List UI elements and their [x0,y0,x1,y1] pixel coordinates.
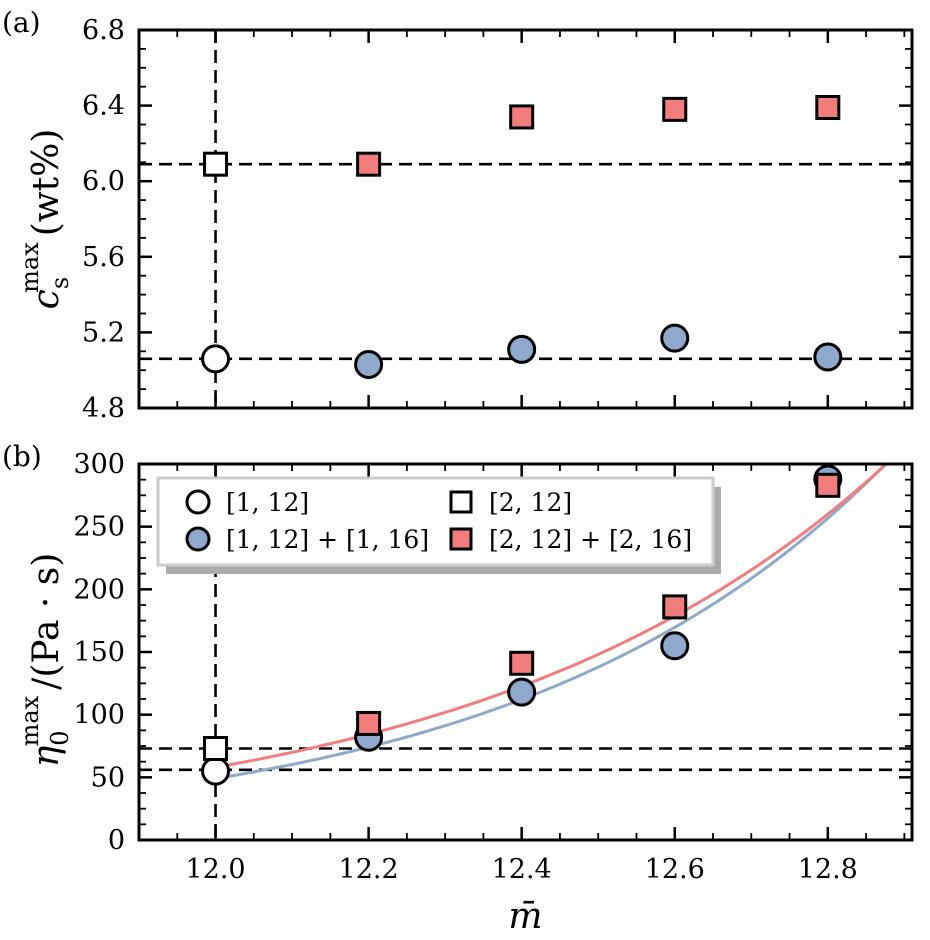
y-tick-label: 250 [73,512,125,543]
y-axis-label-main: η [26,745,67,767]
y-tick-label: 200 [73,574,125,605]
y-tick-label: 6.8 [82,15,125,46]
legend-marker-square [449,490,473,514]
y-axis-label: csmax (wt%) [16,129,74,310]
y-tick-label: 100 [73,700,125,731]
y-tick-label: 6.0 [82,166,125,197]
y-tick-label: 300 [73,449,125,480]
data-point-circle [201,344,231,374]
data-point-square [203,151,229,177]
data-point-circle [660,323,690,353]
y-axis-label-sup: max [16,695,44,746]
data-point-circle [507,677,537,707]
legend-marker-circle [185,489,211,515]
x-tick-label: 12.6 [645,854,705,885]
data-point-circle [201,756,231,786]
data-point-square [815,94,841,120]
y-tick-label: 5.2 [82,317,125,348]
x-tick-label: 12.8 [798,854,858,885]
legend-marker-circle [185,526,211,552]
x-tick-label: 12.0 [185,854,245,885]
y-axis-label-units: /(Pa · s) [26,553,67,690]
legend-label: [2, 12] [489,488,572,517]
data-point-circle [507,334,537,364]
panel-label: (b) [2,440,42,473]
data-point-square [815,472,841,498]
panel-label: (a) [2,6,41,39]
x-axis-label: m̄ [508,896,542,937]
y-tick-label: 6.4 [82,91,125,122]
y-tick-label: 0 [108,825,125,856]
y-tick-label: 5.6 [82,242,125,273]
fit-curve [215,464,888,781]
legend-label: [1, 12] + [1, 16] [226,525,429,554]
y-axis-label-main: c [26,289,67,309]
legend-label: [1, 12] [226,488,309,517]
plot-frame [137,28,914,410]
fit-curve [215,464,889,769]
x-tick-label: 12.2 [339,854,399,885]
data-point-square [662,96,688,122]
fit-curves [215,464,889,781]
data-point-circle [813,342,843,372]
data-point-square [662,594,688,620]
data-point-circle [660,631,690,661]
panel-a: 4.8 5.2 5.6 6.0 6.4 6.8 (a) csmax (wt%) [2,6,914,424]
y-axis-label-sub: s [46,277,74,289]
y-axis-label: η0max /(Pa · s) [16,553,74,768]
y-tick-label: 150 [73,637,125,668]
data-point-square [509,650,535,676]
legend-marker-square [449,527,473,551]
data-point-square [509,104,535,130]
y-axis-label-sup: max [16,242,44,293]
legend-box [156,476,715,567]
data-point-square [356,151,382,177]
data-point-square [356,710,382,736]
x-tick-label: 12.4 [492,854,552,885]
plot-frame [137,462,914,842]
y-tick-label: 50 [91,762,125,793]
y-tick-label: 4.8 [82,393,125,424]
panel-b: 0 50 100 150 200 250 300 12.0 12.2 12.4 12.6 12.8 (b… [2,440,914,937]
y-axis-label-sub: 0 [46,730,74,745]
y-axis-label-units: (wt%) [26,129,67,237]
data-point-square [203,736,229,762]
legend-label: [2, 12] + [2, 16] [489,525,692,554]
data-point-circle [354,350,384,380]
